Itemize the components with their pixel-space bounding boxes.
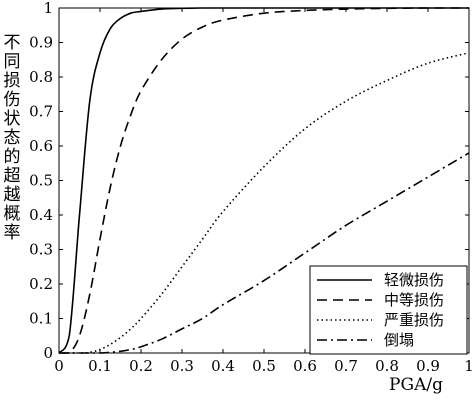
y-tick-label: 0.9 [29,34,53,52]
y-tick-label: 0.3 [29,241,53,259]
x-tick-label: 0.3 [170,357,194,375]
x-tick-label: 1 [464,357,472,375]
y-axis-label-char: 不 [4,33,21,53]
y-axis-label-char: 概 [4,204,21,224]
y-tick-label: 0 [43,344,53,362]
y-tick-label: 1 [43,0,53,17]
x-tick-label: 0.1 [88,357,112,375]
legend-label-2: 中等损伤 [384,291,444,309]
plot-area: 0 0.1 0.2 0.3 0.4 0.5 0.6 0.7 0.8 0.9 1 0 0.1 0.2 0.3 0… [29,0,472,375]
series-lines [58,7,470,354]
y-tick-label: 0.4 [29,206,53,224]
y-axis-label-char: 的 [4,147,21,167]
series-line-2 [59,7,469,354]
y-tick-label: 0.8 [29,68,53,86]
legend-label-3: 严重损伤 [384,311,444,329]
y-axis-label-char: 损 [4,71,21,91]
y-axis-label-char: 率 [4,223,21,243]
y-tick-label: 0.1 [29,310,53,328]
y-tick-label: 0.7 [29,103,53,121]
y-axis-label-char: 态 [4,128,21,148]
legend-label-4: 倒塌 [384,331,414,349]
series-line-4 [59,152,470,354]
x-tick-label: 0.5 [252,357,276,375]
y-axis-label-char: 同 [4,52,21,72]
x-tick-label: 0.7 [334,357,358,375]
x-tick-label: 0 [54,357,64,375]
axis-ticks: 0 0.1 0.2 0.3 0.4 0.5 0.6 0.7 0.8 0.9 1 0 0.1 0.2 0.3 0… [29,0,472,375]
x-tick-label: 0.8 [375,357,399,375]
y-axis-label-char: 超 [4,166,21,186]
series-line-1 [58,7,469,354]
y-tick-label: 0.6 [29,137,53,155]
y-tick-label: 0.5 [29,172,53,190]
y-tick-label: 0.2 [29,275,53,293]
y-axis-label-char: 伤 [4,90,21,110]
x-tick-label: 0.9 [416,357,440,375]
y-axis-label-char: 状 [4,109,21,129]
legend-label-1: 轻微损伤 [384,271,444,289]
x-axis-label: PGA/g [389,375,443,395]
x-tick-label: 0.2 [129,357,153,375]
y-axis-label-char: 越 [4,185,21,205]
x-tick-label: 0.4 [211,357,235,375]
x-tick-label: 0.6 [293,357,317,375]
